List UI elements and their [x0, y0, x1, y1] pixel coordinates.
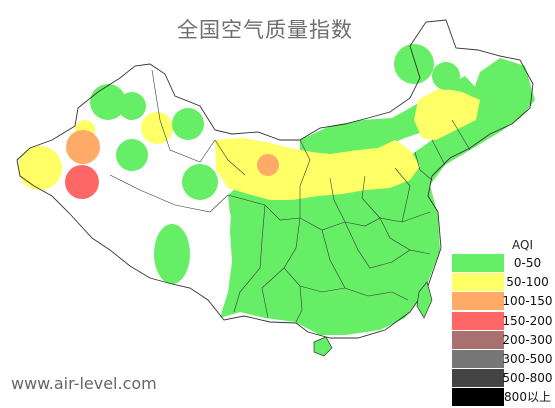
hainan-outline: [313, 336, 333, 357]
aqi-blob-west-yellow: [18, 146, 62, 190]
aqi-blob-xj-north-3: [172, 108, 204, 140]
aqi-blob-kashgar-orange: [66, 130, 100, 164]
site-url: www.air-level.com: [11, 374, 157, 393]
aqi-blob-xj-north-1: [90, 84, 126, 120]
legend-item: 300-500: [452, 349, 555, 368]
aqi-blob-ne-2: [432, 62, 460, 90]
legend-swatch: [452, 369, 504, 388]
china-outline: [16, 19, 534, 339]
legend-swatch: [452, 254, 504, 272]
legend-swatch: [452, 349, 504, 368]
aqi-blob-ne-1: [394, 44, 434, 84]
legend-label: 800以上: [504, 390, 551, 405]
legend-label: 0-50: [513, 256, 542, 270]
legend-label: 200-300: [502, 332, 553, 347]
legend-swatch: [452, 388, 504, 407]
legend-swatch: [452, 330, 504, 349]
aqi-blob-xj-north-2: [118, 92, 146, 120]
aqi-blob-xj-south-1: [116, 139, 148, 171]
aqi-region-northeast-yellow: [414, 88, 480, 140]
aqi-blob-xj-south-2: [182, 164, 218, 200]
aqi-blob-hotan-red: [65, 165, 99, 199]
legend-item: 200-300: [452, 330, 555, 349]
legend-label: 300-500: [502, 351, 553, 366]
aqi-blob-lanzhou-orange: [257, 154, 279, 176]
legend-swatch: [452, 292, 504, 311]
aqi-blob-urumqi-yellow: [141, 112, 173, 144]
aqi-blob-tibet: [154, 224, 190, 284]
legend-item: 50-100: [452, 273, 555, 292]
page-title: 全国空气质量指数: [177, 18, 353, 42]
legend-item: 500-800: [452, 369, 555, 388]
legend-label: 150-200: [502, 313, 553, 328]
legend-item: 100-150: [452, 292, 555, 311]
taiwan-outline: [416, 281, 433, 319]
legend-swatch: [452, 311, 504, 330]
legend-item: 800以上: [452, 388, 555, 407]
province-borders: [109, 69, 471, 323]
aqi-legend: AQI 0-50 50-100 100-150 150-200 200-300 300-5…: [452, 236, 555, 408]
legend-item: 0-50: [452, 254, 555, 272]
legend-label: 50-100: [506, 275, 549, 290]
legend-label: 100-150: [502, 294, 553, 309]
legend-swatch: [452, 273, 504, 292]
legend-rows: 0-50 50-100 100-150 150-200 200-300 300-500 50…: [452, 254, 555, 407]
legend-item: 150-200: [452, 311, 555, 330]
legend-label: 500-800: [502, 371, 553, 386]
legend-title: AQI: [512, 238, 533, 252]
aqi-region-central-yellow: [215, 138, 420, 200]
